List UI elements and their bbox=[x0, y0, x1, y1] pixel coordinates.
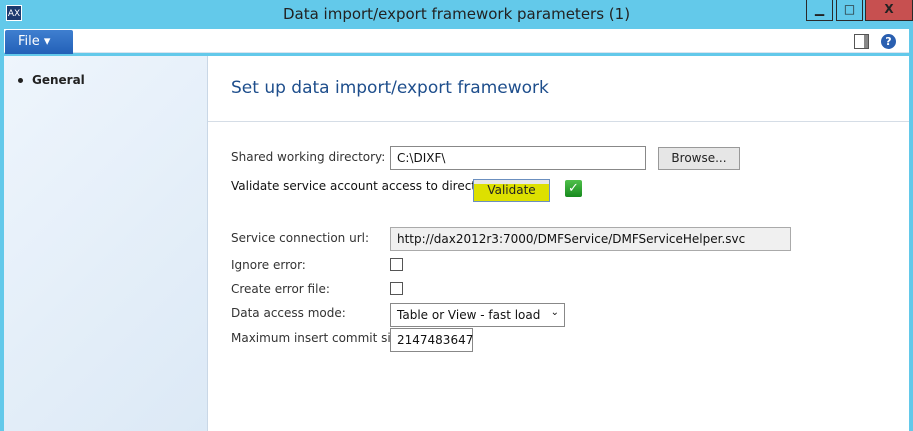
minimize-button[interactable]: ▁ bbox=[806, 0, 833, 21]
maximize-button[interactable]: □ bbox=[836, 0, 863, 21]
ignore-error-checkbox[interactable] bbox=[390, 258, 403, 271]
sidebar: General bbox=[4, 56, 208, 431]
layout-icon[interactable] bbox=[854, 34, 869, 49]
max-commit-input[interactable]: 2147483647 bbox=[390, 328, 473, 352]
create-error-file-checkbox[interactable] bbox=[390, 282, 403, 295]
data-access-select[interactable]: Table or View - fast load ⌄ bbox=[390, 303, 565, 327]
page-title: Set up data import/export framework bbox=[231, 78, 549, 98]
data-access-label: Data access mode: bbox=[231, 306, 346, 320]
green-check-icon: ✓ bbox=[565, 180, 582, 197]
close-button[interactable]: X bbox=[865, 0, 913, 21]
main-panel: Set up data import/export framework Shar… bbox=[208, 56, 909, 431]
create-error-file-label: Create error file: bbox=[231, 282, 330, 296]
toolbar: File ▾ ? bbox=[4, 29, 909, 54]
shared-dir-input[interactable]: C:\DIXF\ bbox=[390, 146, 646, 170]
service-url-field: http://dax2012r3:7000/DMFService/DMFServ… bbox=[390, 227, 791, 251]
help-icon[interactable]: ? bbox=[881, 34, 896, 49]
sidebar-item-general[interactable]: General bbox=[18, 73, 85, 87]
validate-button[interactable]: Validate bbox=[473, 179, 550, 202]
file-menu-button[interactable]: File ▾ bbox=[5, 30, 73, 54]
title-bar: AX Data import/export framework paramete… bbox=[0, 0, 913, 29]
service-url-label: Service connection url: bbox=[231, 231, 370, 245]
browse-button[interactable]: Browse... bbox=[658, 147, 740, 170]
data-access-value: Table or View - fast load bbox=[397, 308, 541, 322]
app-icon: AX bbox=[6, 5, 22, 21]
validate-text: Validate service account access to direc… bbox=[231, 179, 496, 193]
divider bbox=[208, 121, 909, 122]
max-commit-label: Maximum insert commit size: bbox=[231, 331, 409, 345]
window-title: Data import/export framework parameters … bbox=[282, 5, 631, 23]
ignore-error-label: Ignore error: bbox=[231, 258, 306, 272]
shared-dir-label: Shared working directory: bbox=[231, 150, 386, 164]
chevron-down-icon: ⌄ bbox=[550, 307, 559, 318]
